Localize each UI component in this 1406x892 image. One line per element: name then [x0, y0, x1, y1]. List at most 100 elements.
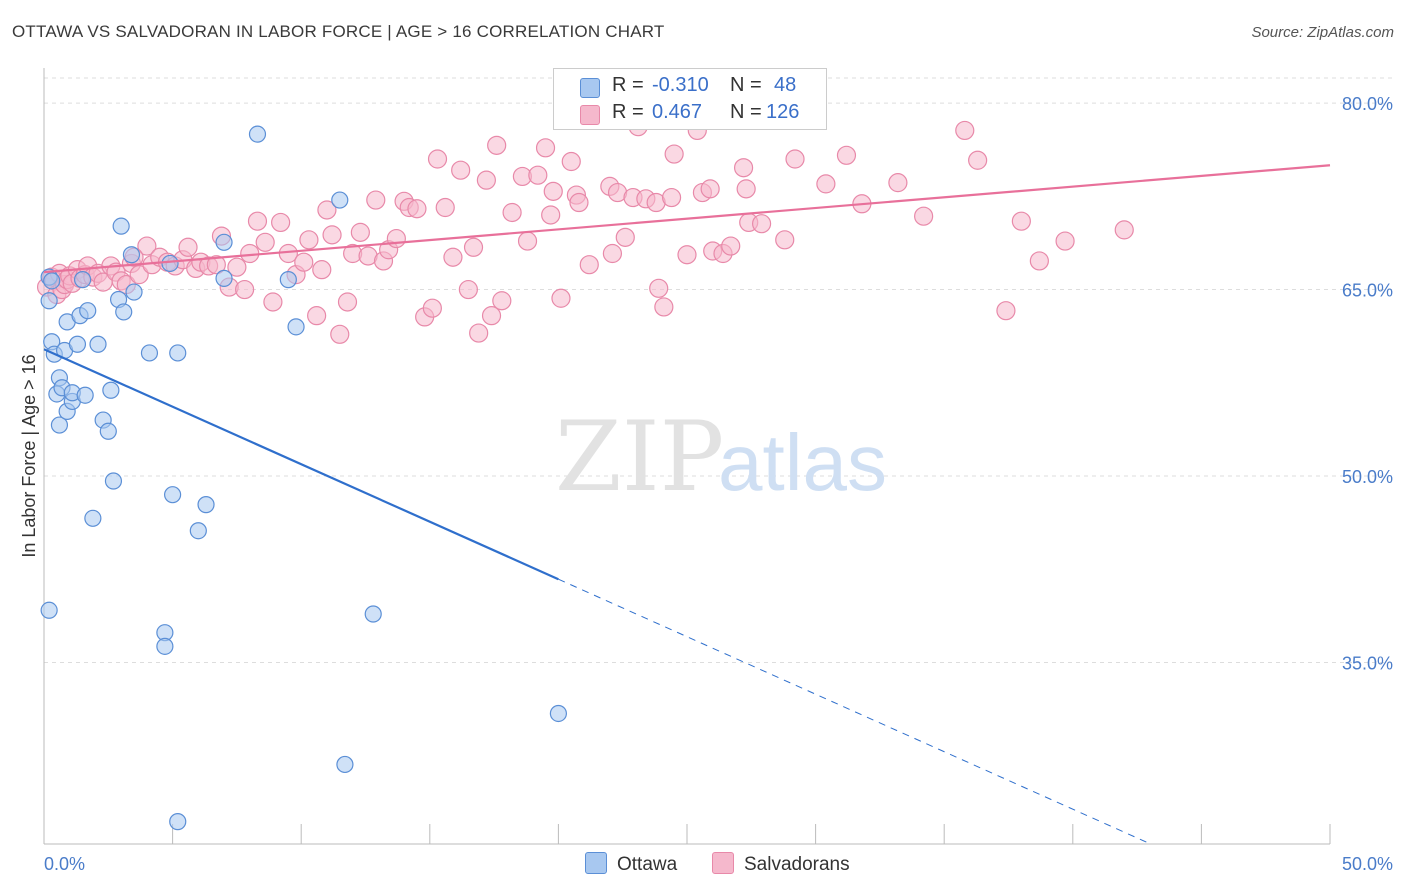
salvadorans-point	[517, 231, 538, 251]
salvadorans-point	[736, 179, 756, 199]
salvadorans-point	[1029, 251, 1049, 271]
legend-r-label: R =	[612, 101, 644, 123]
ottawa-point	[68, 335, 87, 353]
salvadorans-point	[996, 301, 1016, 321]
ottawa-point	[215, 233, 233, 251]
salvadorans-point	[330, 324, 350, 344]
salvadorans-trend-line	[43, 164, 1331, 274]
legend-row-salvadorans: R = 0.467 N = 126	[554, 101, 826, 127]
salvadorans-point	[366, 190, 386, 210]
salvadorans-point	[775, 230, 795, 250]
trend-lines	[43, 164, 1331, 845]
salvadorans-point	[751, 214, 772, 234]
source-note: Source: ZipAtlas.com	[1251, 24, 1394, 41]
ottawa-point	[156, 637, 174, 655]
ottawa-point	[189, 522, 207, 540]
salvadorans-point	[443, 247, 463, 267]
salvadorans-point	[677, 245, 697, 265]
ottawa-legend-swatch	[585, 852, 607, 874]
legend-n-label: N =	[730, 74, 762, 96]
x-tick-label: 0.0%	[44, 854, 85, 874]
y-tick-label: 35.0%	[1342, 653, 1393, 673]
salvadorans-point	[422, 298, 442, 318]
ottawa-point	[169, 813, 187, 831]
salvadorans-point	[561, 151, 581, 172]
salvadorans-point	[551, 288, 571, 308]
ottawa-point	[279, 271, 297, 289]
ottawa-point	[112, 217, 130, 235]
salvadorans-point	[451, 160, 471, 180]
salvadorans-point	[476, 170, 496, 190]
salvadorans-legend-label: Salvadorans	[744, 854, 850, 875]
ottawa-point	[50, 416, 69, 434]
salvadorans-point	[247, 211, 268, 231]
y-tick-label: 50.0%	[1342, 467, 1393, 487]
salvadorans-point	[463, 237, 484, 257]
salvadorans-point	[1114, 220, 1134, 240]
legend-r-label: R =	[612, 74, 644, 96]
salvadorans-point	[528, 165, 548, 185]
ottawa-point	[115, 303, 133, 321]
salvadorans-point	[487, 135, 507, 155]
y-tick-label: 65.0%	[1342, 281, 1393, 301]
ottawa-point	[43, 272, 61, 290]
ottawa-point	[287, 318, 305, 336]
salvadorans-point	[502, 202, 522, 223]
grid-lines	[44, 77, 1392, 663]
salvadorans-point	[255, 232, 275, 252]
salvadorans-point	[700, 179, 720, 199]
ottawa-point	[197, 496, 215, 514]
salvadorans-point	[386, 228, 406, 249]
ottawa-point	[122, 246, 141, 264]
legend-item-salvadorans[interactable]: Salvadorans	[712, 852, 850, 876]
salvadorans-swatch	[580, 105, 600, 125]
salvadorans-point	[579, 255, 599, 275]
salvadorans-point	[469, 323, 489, 343]
salvadorans-point	[322, 225, 342, 245]
ottawa-point	[364, 605, 382, 623]
salvadorans-point	[955, 120, 975, 141]
salvadorans-point	[435, 197, 455, 218]
salvadorans-point	[654, 297, 674, 317]
salvadorans-point	[427, 149, 448, 169]
legend-item-ottawa[interactable]: Ottawa	[585, 852, 677, 876]
correlation-legend: R = -0.310 N = 48 R = 0.467 N = 126	[553, 68, 827, 130]
ottawa-points	[40, 125, 568, 831]
salvadorans-point	[664, 144, 684, 164]
legend-r-value: -0.310	[652, 74, 709, 96]
salvadorans-point	[307, 306, 327, 326]
ottawa-point	[40, 601, 58, 619]
ottawa-point	[102, 381, 120, 399]
salvadorans-point	[721, 236, 741, 256]
axes	[43, 68, 1331, 845]
legend-n-value: 48	[774, 74, 797, 96]
salvadorans-point	[263, 292, 283, 312]
salvadorans-point	[317, 200, 337, 220]
salvadorans-point	[407, 199, 427, 219]
salvadorans-point	[543, 181, 563, 201]
ottawa-point	[99, 422, 117, 440]
salvadorans-point	[206, 255, 226, 275]
salvadorans-point	[492, 291, 512, 311]
salvadorans-point	[836, 145, 857, 165]
ottawa-point	[336, 755, 354, 774]
salvadorans-point	[1055, 231, 1075, 251]
salvadorans-point	[816, 174, 836, 194]
salvadorans-point	[312, 260, 332, 280]
ottawa-point	[215, 269, 233, 287]
tick-labels: 35.0% 50.0% 65.0% 80.0% 0.0% 50.0%	[44, 94, 1393, 874]
ottawa-point	[248, 125, 267, 143]
salvadorans-points	[36, 117, 1134, 344]
ottawa-point	[89, 335, 107, 353]
ottawa-point	[84, 509, 102, 527]
salvadorans-point	[569, 192, 589, 213]
legend-n-label: N =	[730, 101, 762, 123]
salvadorans-point	[294, 252, 314, 272]
watermark: ZIP atlas	[555, 401, 887, 513]
legend-r-value: 0.467	[652, 101, 703, 123]
salvadorans-point	[914, 206, 934, 226]
ottawa-swatch	[580, 78, 600, 98]
ottawa-point	[125, 283, 143, 301]
x-tick-label: 50.0%	[1342, 854, 1393, 874]
ottawa-point	[140, 344, 159, 362]
